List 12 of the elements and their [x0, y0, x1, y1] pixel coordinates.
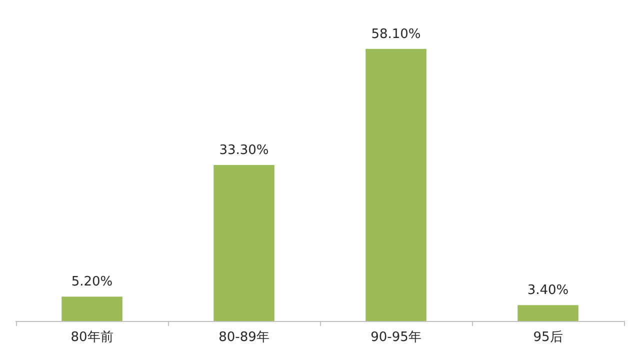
bar [366, 48, 426, 321]
data-label: 3.40% [527, 283, 569, 298]
data-label: 58.10% [371, 26, 421, 42]
bar [62, 296, 122, 321]
x-tick-label: 90-95年 [370, 330, 422, 345]
x-tick-label: 95后 [533, 330, 563, 345]
x-tick-label: 80年前 [70, 330, 114, 345]
bar [518, 305, 578, 321]
bar [214, 165, 274, 321]
data-label: 33.30% [219, 143, 269, 158]
x-tick-label: 80-89年 [218, 330, 270, 345]
data-label: 5.20% [71, 274, 113, 290]
